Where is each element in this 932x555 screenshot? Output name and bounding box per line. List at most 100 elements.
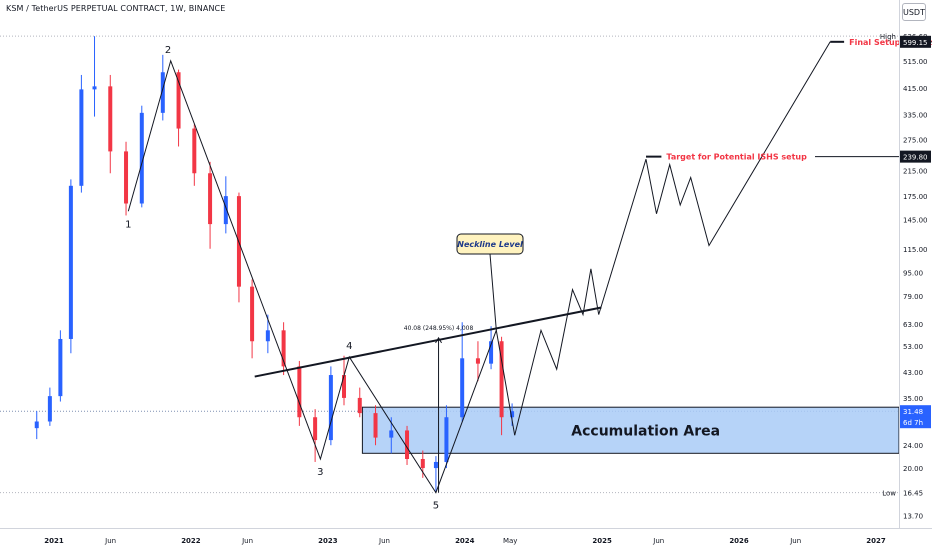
- y-tick-label: 115.00: [903, 246, 928, 254]
- x-tick-label: Jun: [378, 537, 390, 545]
- candle-body: [79, 89, 84, 186]
- x-tick-label: 2023: [318, 537, 338, 545]
- price-tag-bg: [900, 150, 931, 163]
- price-tag-value: 239.80: [903, 154, 928, 162]
- x-tick-label: 2024: [455, 537, 475, 545]
- price-tag-bg: [900, 416, 931, 429]
- currency-selector[interactable]: USDT: [902, 3, 926, 21]
- x-tick-label: 2027: [866, 537, 886, 545]
- candle-body: [68, 185, 73, 339]
- candle-body: [108, 86, 113, 152]
- candle: [92, 36, 97, 117]
- candle: [68, 179, 73, 354]
- wave-label: 2: [165, 45, 171, 56]
- target-label: Final Setup Target: [849, 38, 932, 47]
- candle-body: [510, 411, 515, 418]
- candle: [420, 450, 425, 478]
- candle-body: [281, 330, 286, 367]
- candle-body: [92, 86, 97, 90]
- candle-body: [433, 461, 438, 469]
- y-tick-label: 53.00: [903, 343, 923, 351]
- price-tag: 6d 7h: [900, 416, 931, 429]
- candle-body: [389, 430, 394, 438]
- candle-body: [265, 330, 270, 342]
- candle: [357, 387, 362, 418]
- target-label: Target for Potential ISHS setup: [666, 153, 807, 162]
- y-tick-label: 175.00: [903, 193, 928, 201]
- candle-body: [34, 421, 39, 429]
- candle: [250, 279, 255, 359]
- candle: [460, 322, 465, 422]
- price-tag: 31.48: [900, 405, 931, 418]
- candle-body: [176, 72, 181, 129]
- candle-body: [405, 430, 410, 460]
- candle: [489, 326, 494, 370]
- candle-body: [420, 459, 425, 469]
- candle: [139, 105, 144, 208]
- candle: [405, 425, 410, 465]
- candle-body: [342, 375, 347, 398]
- price-tag-value: 16.45: [903, 490, 923, 498]
- price-tag: 239.80: [900, 150, 931, 163]
- candle-body: [489, 341, 494, 364]
- wave-label: 1: [125, 219, 131, 230]
- y-tick-label: 24.00: [903, 442, 923, 450]
- candle-body: [58, 338, 63, 397]
- candle: [499, 336, 504, 436]
- x-tick-label: Jun: [241, 537, 253, 545]
- price-tag-bg: [900, 405, 931, 418]
- price-tag-value: 31.48: [903, 408, 923, 416]
- accumulation-zone[interactable]: [361, 406, 900, 454]
- y-tick-label: 415.00: [903, 85, 928, 93]
- candle: [58, 330, 63, 402]
- neckline-callout-label: Neckline Level: [457, 240, 523, 249]
- candle-body: [223, 196, 228, 225]
- candle: [297, 360, 302, 426]
- x-tick-label: Jun: [789, 537, 801, 545]
- y-tick-label: 13.70: [903, 513, 923, 521]
- candle: [342, 355, 347, 406]
- chart-title: KSM / TetherUS PERPETUAL CONTRACT, 1W, B…: [6, 4, 226, 13]
- candle-body: [192, 128, 197, 174]
- x-tick-label: 2025: [592, 537, 612, 545]
- candle-body: [499, 341, 504, 418]
- candle-body: [444, 417, 449, 462]
- y-tick-label: 335.00: [903, 112, 928, 120]
- measure-label: 40.08 (248.95%) 4,008: [404, 325, 474, 332]
- candle-body: [475, 358, 480, 364]
- candle: [208, 161, 213, 249]
- candle: [34, 411, 39, 440]
- candle: [313, 409, 318, 462]
- price-tag-bg: [900, 35, 931, 48]
- candle: [444, 405, 449, 469]
- candle-body: [139, 112, 144, 204]
- y-tick-label: 95.00: [903, 270, 923, 278]
- y-tick-label: 145.00: [903, 217, 928, 225]
- candle-body: [357, 397, 362, 414]
- neckline-callout-box[interactable]: [456, 233, 524, 255]
- candle: [281, 322, 286, 376]
- neckline-callout-pointer: [489, 253, 497, 331]
- y-tick-label: 20.00: [903, 465, 923, 473]
- accumulation-label: Accumulation Area: [571, 423, 720, 439]
- y-tick-label: 515.00: [903, 58, 928, 66]
- price-tag-bg: [900, 486, 931, 499]
- wave-label: 4: [346, 341, 352, 352]
- y-tick-label: 215.00: [903, 167, 928, 175]
- price-tag: Low 16.45: [882, 486, 931, 499]
- y-tick-label: 43.00: [903, 369, 923, 377]
- candle-body: [208, 173, 213, 225]
- candle: [108, 74, 113, 174]
- candle: [475, 341, 480, 382]
- neckline[interactable]: [254, 306, 602, 378]
- candle-body: [313, 417, 318, 441]
- candle-body: [124, 151, 129, 204]
- price-tag-value: 599.15: [903, 39, 928, 47]
- x-tick-label: May: [503, 537, 517, 545]
- projection-path[interactable]: [514, 41, 831, 436]
- y-tick-label: 63.00: [903, 321, 923, 329]
- x-tick-label: 2021: [44, 537, 64, 545]
- wave-label: 5: [433, 501, 439, 512]
